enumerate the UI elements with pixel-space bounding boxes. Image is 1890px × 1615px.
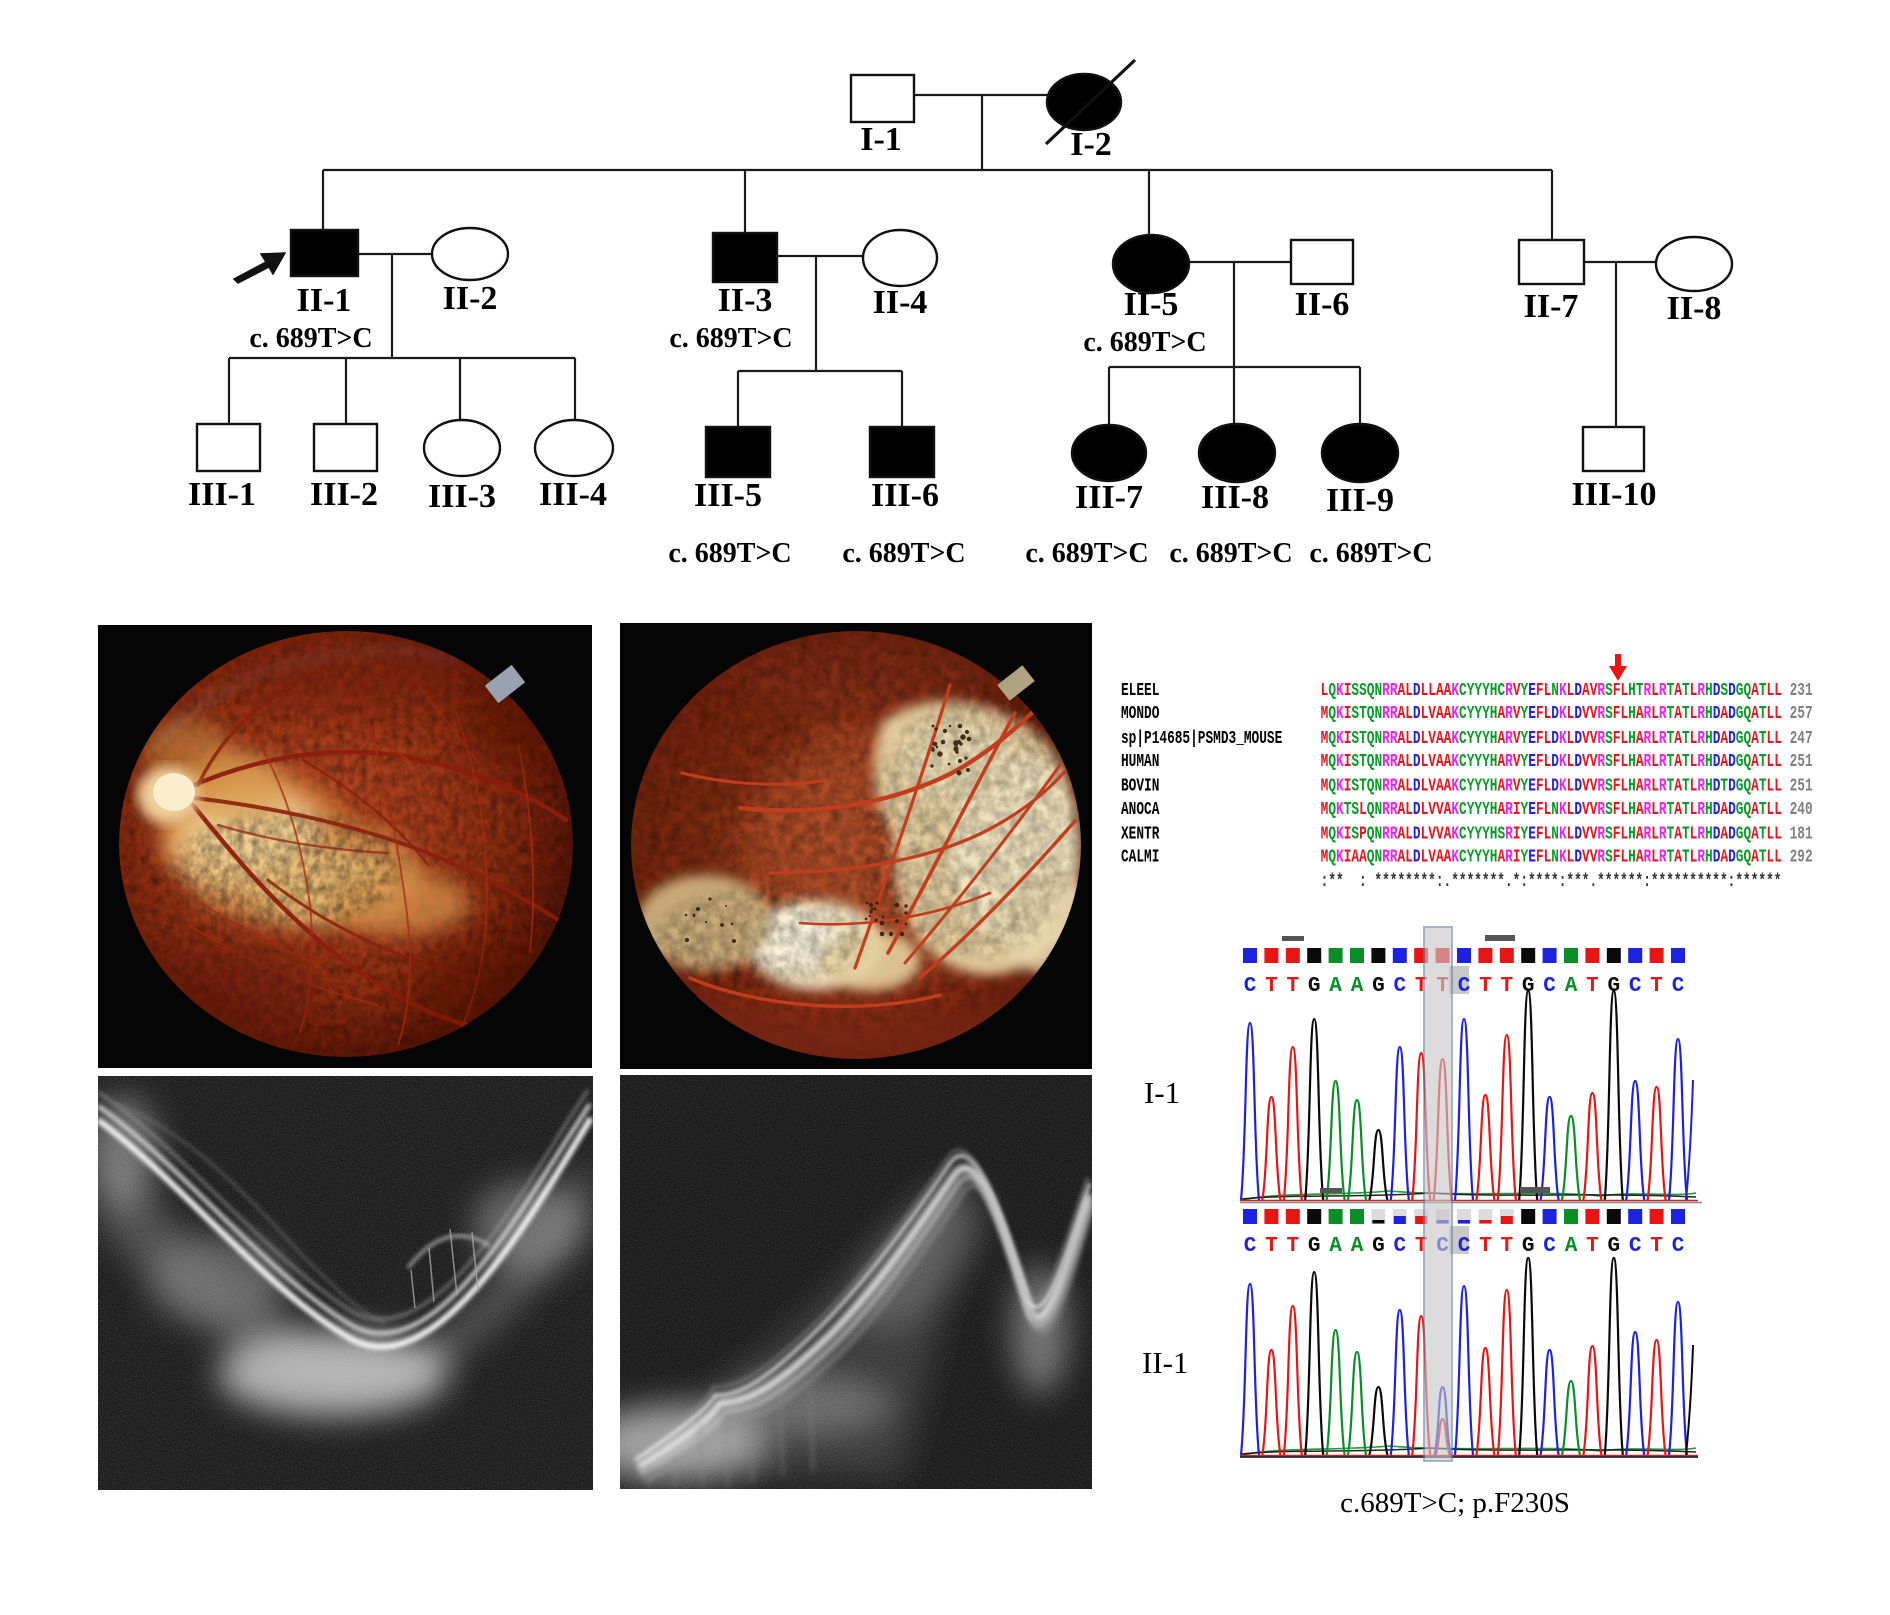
svg-text:A: A xyxy=(1565,1235,1578,1258)
svg-text:C: C xyxy=(1672,1235,1685,1258)
svg-text:T: T xyxy=(1286,975,1299,998)
svg-text:C: C xyxy=(1244,975,1257,998)
svg-text:C: C xyxy=(1629,975,1642,998)
svg-text:C: C xyxy=(1629,1235,1642,1258)
svg-text:C: C xyxy=(1393,1235,1406,1258)
svg-text:T: T xyxy=(1500,975,1513,998)
svg-text:G: G xyxy=(1522,1235,1535,1258)
svg-text:A: A xyxy=(1329,975,1342,998)
svg-text:C: C xyxy=(1458,1235,1471,1258)
svg-text:T: T xyxy=(1500,1235,1513,1258)
svg-text:G: G xyxy=(1522,975,1535,998)
svg-text:C: C xyxy=(1393,975,1406,998)
svg-text:A: A xyxy=(1565,975,1578,998)
svg-text:C: C xyxy=(1244,1235,1257,1258)
svg-text:C: C xyxy=(1543,1235,1556,1258)
svg-text:T: T xyxy=(1479,1235,1492,1258)
svg-text:G: G xyxy=(1607,975,1620,998)
svg-text:C: C xyxy=(1543,975,1556,998)
svg-text:A: A xyxy=(1351,975,1364,998)
svg-text:T: T xyxy=(1265,975,1278,998)
svg-text:T: T xyxy=(1286,1235,1299,1258)
svg-text:T: T xyxy=(1650,1235,1663,1258)
svg-text:T: T xyxy=(1586,975,1599,998)
svg-text:T: T xyxy=(1586,1235,1599,1258)
svg-text:A: A xyxy=(1351,1235,1364,1258)
svg-text:G: G xyxy=(1372,975,1385,998)
svg-text:A: A xyxy=(1329,1235,1342,1258)
svg-text:C: C xyxy=(1458,975,1471,998)
svg-text:C: C xyxy=(1672,975,1685,998)
svg-text:G: G xyxy=(1308,975,1321,998)
svg-text:G: G xyxy=(1372,1235,1385,1258)
svg-text:T: T xyxy=(1479,975,1492,998)
svg-text:T: T xyxy=(1265,1235,1278,1258)
svg-text:G: G xyxy=(1308,1235,1321,1258)
svg-text:G: G xyxy=(1607,1235,1620,1258)
svg-text:T: T xyxy=(1650,975,1663,998)
